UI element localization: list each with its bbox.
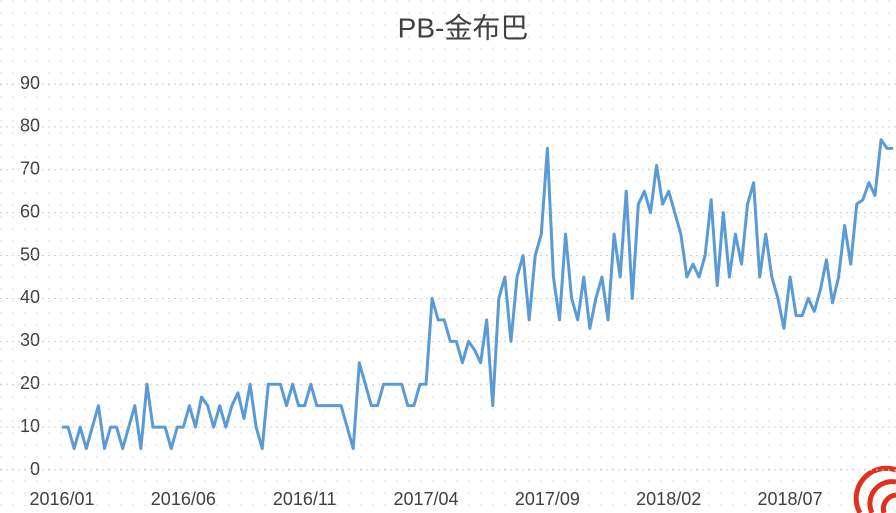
y-tick-label: 80 xyxy=(20,116,40,136)
y-tick-label: 10 xyxy=(20,416,40,436)
y-tick-label: 70 xyxy=(20,159,40,179)
y-tick-label: 60 xyxy=(20,201,40,221)
y-tick-label: 20 xyxy=(20,373,40,393)
y-tick-label: 30 xyxy=(20,330,40,350)
y-tick-label: 90 xyxy=(20,73,40,93)
y-tick-label: 50 xyxy=(20,244,40,264)
y-tick-label: 0 xyxy=(30,459,40,479)
data-line xyxy=(62,138,894,451)
x-tick-label: 2018/07 xyxy=(758,489,823,509)
x-tick-label: 2016/06 xyxy=(151,489,216,509)
logo xyxy=(853,465,896,513)
y-tick-label: 40 xyxy=(20,287,40,307)
x-tick-label: 2017/09 xyxy=(515,489,580,509)
x-tick-label: 2016/01 xyxy=(29,489,94,509)
x-tick-label: 2016/11 xyxy=(273,489,337,509)
x-tick-label: 2017/04 xyxy=(393,489,458,509)
chart-title: PB-金布巴 xyxy=(398,12,529,43)
x-tick-label: 2018/02 xyxy=(636,489,701,509)
